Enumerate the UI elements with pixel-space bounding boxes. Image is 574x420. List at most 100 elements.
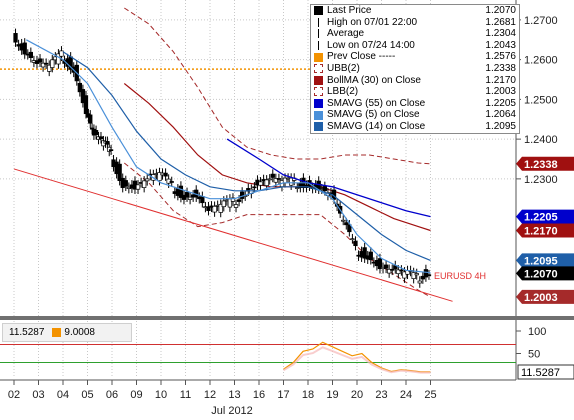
square-icon — [314, 99, 323, 109]
price-badge-label: 1.2205 — [524, 212, 558, 224]
x-tick-label: 24 — [400, 389, 412, 401]
candle-body — [258, 181, 263, 186]
candle-body — [233, 204, 239, 208]
y-tick-label: 1.2500 — [524, 94, 558, 106]
legend-item: Prev Close ----- 1.2576 — [311, 51, 519, 63]
candle-body — [187, 196, 193, 200]
candle-body — [414, 273, 419, 276]
candle-body — [417, 280, 422, 284]
y-tick-label: 1.2400 — [524, 134, 558, 146]
candle-body — [98, 136, 104, 140]
legend-label: SMAVG (14) on Close — [327, 120, 426, 132]
osc-y-tick-label: 50 — [528, 349, 540, 361]
legend-value: 1.2095 — [485, 120, 516, 132]
osc-value-badge-label: 11.5287 — [521, 367, 560, 379]
legend-item: Average 1.2304 — [311, 28, 519, 40]
price-badge-label: 1.2095 — [524, 255, 558, 267]
chart-legend: Last Price 1.2070 High on 07/01 22:00 1.268… — [310, 4, 520, 134]
sma5-line — [26, 39, 431, 274]
price-badge — [516, 253, 574, 268]
legend-value: 1.2576 — [485, 51, 516, 63]
candle-body — [178, 185, 184, 198]
osc-value-badge — [517, 364, 574, 380]
legend-item: High on 07/01 22:00 1.2681 — [311, 17, 519, 29]
low-marker-icon — [318, 41, 323, 51]
candle-body — [387, 268, 392, 274]
candle-body — [344, 222, 349, 226]
high-marker-icon — [318, 17, 323, 27]
candle-body — [142, 180, 147, 188]
candle-body — [399, 269, 404, 272]
candle-body — [230, 197, 236, 202]
candle-body — [396, 269, 401, 275]
candle-body — [368, 251, 373, 261]
square-icon — [314, 6, 323, 16]
candle-body — [341, 219, 346, 222]
price-badge-label: 1.2003 — [524, 292, 558, 304]
candle-body — [426, 274, 432, 277]
candle-body — [50, 59, 55, 68]
legend-item: BollMA (30) on Close 1.2170 — [311, 75, 519, 87]
legend-label: Prev Close ----- — [327, 51, 396, 63]
candle-body — [353, 240, 358, 247]
legend-item: UBB(2) 1.2338 — [311, 63, 519, 75]
candle-body — [252, 186, 257, 189]
x-tick-label: 17 — [277, 389, 289, 401]
candle-body — [56, 53, 61, 65]
osc-y-tick-label: 100 — [528, 326, 546, 338]
x-tick-label: 16 — [253, 389, 265, 401]
candle-body — [169, 181, 174, 183]
x-tick-label: 20 — [351, 389, 363, 401]
price-badge — [516, 266, 574, 281]
x-tick-label: 10 — [155, 389, 167, 401]
candle-body — [47, 64, 52, 72]
oscillator-signal-line — [282, 346, 431, 374]
legend-value: 1.2304 — [485, 28, 516, 40]
oscillator-value-a: 11.5287 — [9, 327, 45, 338]
candle-body — [123, 180, 128, 187]
trendline — [13, 168, 453, 302]
candle-body — [163, 172, 168, 177]
candle-body — [276, 178, 282, 180]
price-badge — [516, 156, 574, 171]
x-tick-label: 05 — [81, 389, 93, 401]
candle-body — [377, 258, 383, 270]
y-tick-label: 1.2600 — [524, 55, 558, 67]
candle-body — [117, 163, 122, 182]
y-tick-label: 1.2700 — [524, 15, 558, 27]
candle-body — [221, 200, 226, 208]
legend-label: Low on 07/24 14:00 — [327, 39, 415, 51]
upper-bollinger-band — [124, 7, 431, 165]
x-tick-label: 13 — [228, 389, 240, 401]
sma14-line — [62, 51, 431, 261]
candle-body — [44, 62, 49, 65]
average-marker-icon — [318, 29, 323, 39]
legend-value: 1.2064 — [485, 109, 516, 121]
candle-body — [270, 173, 275, 178]
legend-label: UBB(2) — [327, 63, 360, 75]
candle-body — [322, 186, 327, 192]
candle-body — [83, 95, 89, 115]
dashed-square-icon — [314, 87, 323, 97]
legend-item: Last Price 1.2070 — [311, 5, 519, 17]
candle-body — [347, 224, 352, 233]
candle-body — [28, 51, 33, 58]
y-tick-label: 1.2300 — [524, 174, 558, 186]
square-icon — [314, 52, 323, 62]
candle-body — [218, 203, 223, 213]
x-tick-label: 19 — [326, 389, 338, 401]
legend-label: Last Price — [327, 5, 372, 17]
square-icon — [314, 110, 323, 120]
price-badge-label: 1.2170 — [524, 226, 558, 238]
candle-body — [22, 42, 27, 55]
candle-body — [267, 178, 272, 181]
candle-body — [77, 82, 82, 93]
legend-value: 1.2681 — [485, 16, 516, 28]
price-badge — [516, 209, 574, 224]
legend-label: High on 07/01 22:00 — [327, 16, 418, 28]
legend-value: 1.2003 — [485, 86, 516, 98]
candle-body — [93, 130, 99, 136]
x-axis-label: Jul 2012 — [211, 405, 253, 417]
candle-body — [411, 272, 416, 279]
candle-body — [350, 238, 355, 241]
